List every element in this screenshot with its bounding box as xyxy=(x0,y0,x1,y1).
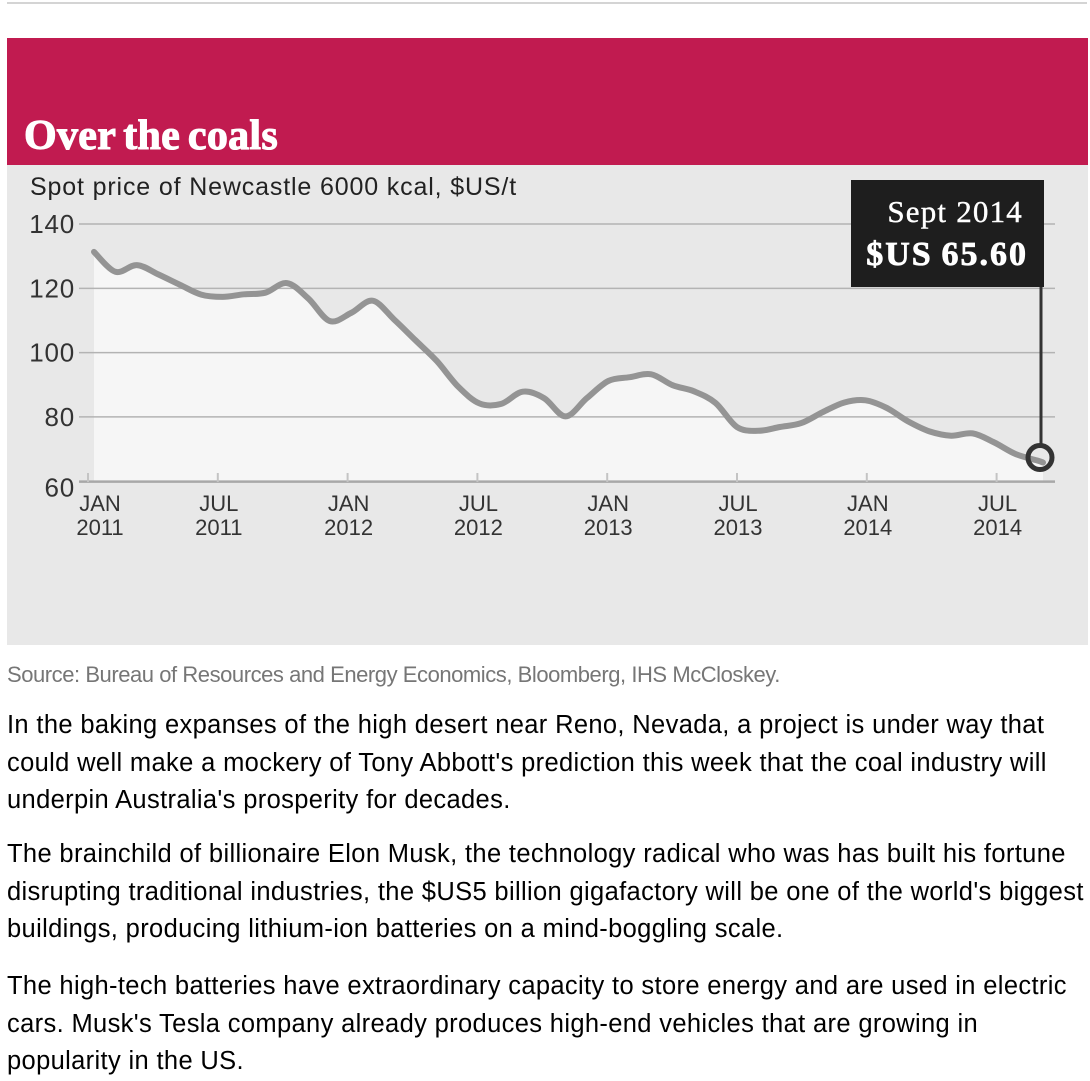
svg-text:JUL: JUL xyxy=(978,491,1017,516)
svg-text:80: 80 xyxy=(44,402,75,432)
svg-text:JAN: JAN xyxy=(587,491,629,516)
svg-text:2013: 2013 xyxy=(584,515,633,540)
svg-text:JUL: JUL xyxy=(199,491,238,516)
svg-text:60: 60 xyxy=(44,473,75,503)
svg-text:Spot price of Newcastle 6000 k: Spot price of Newcastle 6000 kcal, $US/t xyxy=(30,173,517,201)
svg-text:2011: 2011 xyxy=(76,515,123,540)
svg-text:2012: 2012 xyxy=(324,515,373,540)
svg-text:2014: 2014 xyxy=(973,515,1022,540)
svg-text:120: 120 xyxy=(29,273,75,303)
svg-text:2014: 2014 xyxy=(843,515,892,540)
svg-text:JUL: JUL xyxy=(459,491,498,516)
svg-text:JAN: JAN xyxy=(328,491,370,516)
svg-text:2012: 2012 xyxy=(454,515,503,540)
svg-text:2013: 2013 xyxy=(714,515,763,540)
svg-text:$US 65.60: $US 65.60 xyxy=(866,236,1028,273)
svg-text:Sept 2014: Sept 2014 xyxy=(887,194,1023,229)
svg-text:100: 100 xyxy=(29,338,75,368)
svg-text:JAN: JAN xyxy=(847,491,889,516)
svg-text:2011: 2011 xyxy=(195,515,242,540)
svg-text:JAN: JAN xyxy=(79,491,121,516)
svg-text:140: 140 xyxy=(29,209,75,239)
svg-text:JUL: JUL xyxy=(718,491,757,516)
